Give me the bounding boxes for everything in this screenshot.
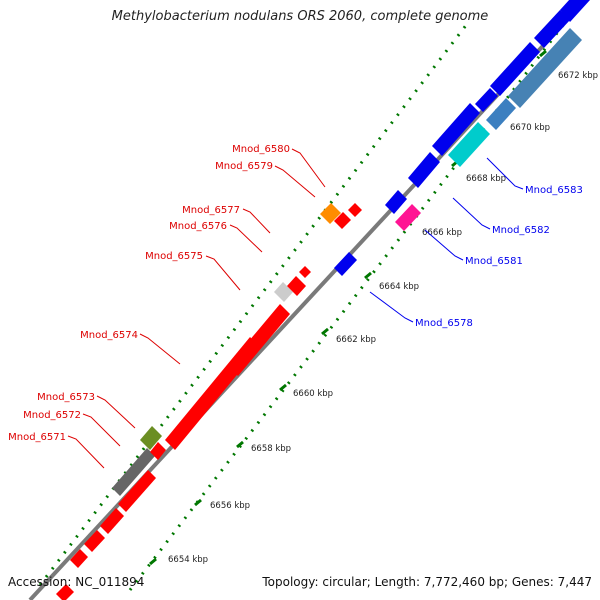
scale-label-6658: 6658 kbp (251, 444, 291, 454)
gene-mnod-6582b[interactable] (408, 152, 440, 188)
gene-mnod-6583[interactable] (448, 122, 490, 167)
scale-label-6662: 6662 kbp (336, 335, 376, 345)
gene-mnod-6588[interactable] (534, 10, 570, 48)
scale-label-6666: 6666 kbp (422, 228, 462, 238)
gene-mnod-6578[interactable] (334, 252, 357, 276)
genome-summary-text: Topology: circular; Length: 7,772,460 bp… (262, 575, 592, 589)
label-mnod-6579: Mnod_6579 (215, 161, 273, 172)
accession-text: Accession: NC_011894 (8, 575, 145, 589)
reverse-strand-genes (334, 0, 590, 276)
outer-tick-ring (38, 19, 472, 586)
forward-gene-labels: Mnod_6580 Mnod_6579 Mnod_6577 Mnod_6576 … (8, 144, 290, 443)
reverse-gene-labels: Mnod_6583 Mnod_6582 Mnod_6581 Mnod_6578 (415, 185, 583, 329)
scale-label-6660: 6660 kbp (293, 389, 333, 399)
label-mnod-6573: Mnod_6573 (37, 392, 95, 403)
scale-label-6670: 6670 kbp (510, 123, 550, 133)
label-mnod-6576: Mnod_6576 (169, 221, 227, 232)
label-mnod-6582: Mnod_6582 (492, 225, 550, 236)
forward-leader-lines (67, 148, 326, 469)
label-mnod-6577: Mnod_6577 (182, 205, 240, 216)
map-title: Methylobacterium nodulans ORS 2060, comp… (111, 9, 489, 24)
gene-mnod-6581[interactable] (385, 190, 407, 214)
label-mnod-6571: Mnod_6571 (8, 432, 66, 443)
label-mnod-6572: Mnod_6572 (23, 410, 81, 421)
gene-mnod-657x-e[interactable] (56, 584, 74, 600)
scale-labels: 6654 kbp 6656 kbp 6658 kbp 6660 kbp 6662… (168, 71, 598, 565)
scale-label-6664: 6664 kbp (379, 282, 419, 292)
inner-tick-ring (128, 0, 585, 591)
label-mnod-6580: Mnod_6580 (232, 144, 290, 155)
scale-label-6654: 6654 kbp (168, 555, 208, 565)
reverse-leader-lines (369, 157, 524, 323)
gene-mnod-6587[interactable] (508, 28, 582, 108)
gene-mnod-6575b[interactable] (287, 276, 306, 296)
gene-mnod-6575[interactable] (274, 282, 293, 302)
forward-strand-genes (56, 203, 362, 600)
gene-mnod-6582[interactable] (395, 204, 421, 231)
gene-mnod-6580[interactable] (334, 212, 351, 229)
gene-mnod-6580b[interactable] (348, 203, 362, 217)
scale-label-6668: 6668 kbp (466, 174, 506, 184)
gene-mnod-657x-c[interactable] (84, 530, 105, 552)
gene-mnod-6579[interactable] (320, 203, 341, 224)
label-mnod-6574: Mnod_6574 (80, 330, 138, 341)
label-mnod-6575: Mnod_6575 (145, 251, 203, 262)
gene-mnod-6571[interactable] (112, 448, 155, 496)
scale-label-6656: 6656 kbp (210, 501, 250, 511)
gene-mnod-657x-d[interactable] (70, 549, 88, 568)
gene-mnod-6584[interactable] (475, 88, 498, 112)
label-mnod-6583: Mnod_6583 (525, 185, 583, 196)
gene-mnod-6585[interactable] (490, 42, 540, 96)
label-mnod-6581: Mnod_6581 (465, 256, 523, 267)
label-mnod-6578: Mnod_6578 (415, 318, 473, 329)
gene-mnod-6573[interactable] (150, 442, 166, 460)
gene-mnod-6574b[interactable] (228, 304, 290, 376)
scale-label-6672: 6672 kbp (558, 71, 598, 81)
gene-mnod-657x-b[interactable] (100, 508, 124, 534)
gene-mnod-6589[interactable] (560, 0, 590, 22)
gene-mnod-6586[interactable] (486, 98, 516, 130)
gene-mnod-6576[interactable] (299, 266, 311, 278)
gene-mnod-657x-a[interactable] (118, 470, 156, 512)
gene-mnod-6583b[interactable] (432, 103, 480, 156)
gene-mnod-6572[interactable] (140, 426, 162, 450)
genome-backbone (28, 0, 589, 600)
